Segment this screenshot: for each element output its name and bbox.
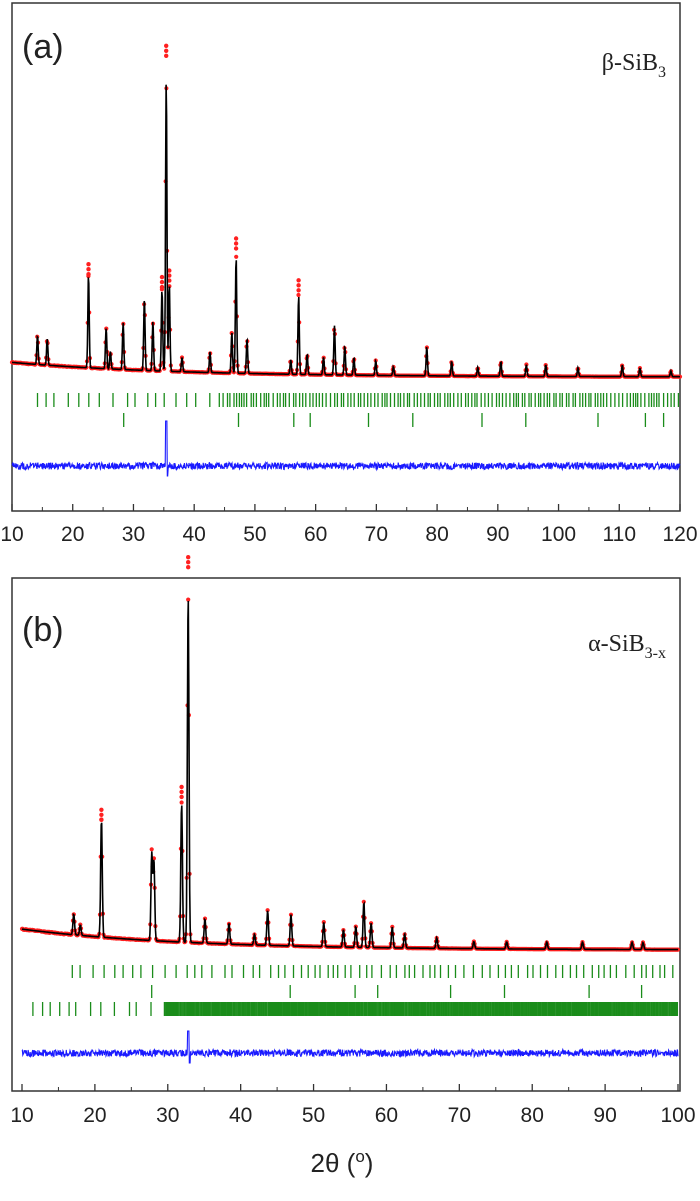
panel-a-reflection-markers	[36, 393, 680, 427]
observed-point	[186, 560, 191, 565]
observed-point	[159, 274, 165, 280]
observed-point	[164, 53, 169, 58]
observed-point	[390, 924, 395, 929]
observed-point	[233, 246, 239, 251]
panel-a-difference-line	[11, 420, 681, 477]
observed-point	[179, 800, 184, 805]
x-tick-label: 40	[229, 1104, 252, 1127]
observed-point	[186, 597, 191, 602]
observed-point	[159, 279, 165, 285]
observed-point	[99, 812, 104, 817]
panel-b-x-axis: 10 20 30 40 50 60 70 80 90 100	[10, 1084, 696, 1127]
observed-point	[86, 262, 91, 267]
panel-b: (b) α-SiB3-x 10 20 30 40 50 60 70 80 90 100	[10, 555, 696, 1127]
observed-point	[149, 847, 154, 852]
x-tick-label: 40	[183, 523, 206, 546]
observed-point	[233, 236, 239, 241]
panel-a-observed-points	[9, 43, 683, 379]
panel-b-calculated-line	[21, 600, 678, 951]
observed-point	[186, 555, 191, 560]
x-tick-label: 20	[61, 523, 84, 546]
observed-point	[179, 784, 184, 790]
panel-b-observed-points	[19, 555, 681, 952]
x-tick-label: 90	[486, 523, 509, 546]
x-tick-label: 70	[365, 523, 388, 546]
observed-point	[99, 807, 104, 812]
observed-point	[186, 565, 191, 570]
observed-point	[296, 292, 301, 298]
x-tick-label: 110	[603, 523, 636, 546]
observed-point	[321, 920, 326, 925]
x-axis-title: 2θ (o)	[311, 1147, 374, 1178]
panel-a-phase: β-SiB	[602, 50, 658, 76]
panel-a-phase-sub: 3	[658, 64, 666, 81]
x-tick-label: 80	[425, 523, 448, 546]
observed-point	[99, 817, 104, 822]
x-tick-label: 50	[302, 1104, 325, 1127]
x-tick-label: 100	[541, 523, 576, 546]
x-tick-label: 70	[448, 1104, 471, 1127]
panel-a-x-axis: 10 20 30 40 50 60 70 80 90 100 110 120	[0, 504, 698, 546]
observed-point	[296, 288, 301, 293]
x-tick-label: 60	[375, 1104, 398, 1127]
panel-b-difference-line	[21, 1030, 679, 1064]
panel-a-frame	[11, 2, 681, 512]
observed-point	[296, 283, 301, 288]
observed-point	[296, 278, 301, 283]
panel-b-phase-sub: 3-x	[645, 645, 666, 662]
observed-point	[167, 284, 172, 289]
panel-b-phase: α-SiB	[588, 631, 645, 657]
x-tick-label: 120	[662, 523, 697, 546]
x-tick-label: 10	[10, 1104, 33, 1127]
observed-point	[265, 908, 270, 913]
x-tick-label: 100	[660, 1104, 695, 1127]
observed-point	[86, 272, 91, 277]
x-tick-label: 30	[156, 1104, 179, 1127]
observed-point	[167, 278, 172, 283]
x-tick-label: 30	[122, 523, 145, 546]
panel-b-label: (b)	[22, 611, 64, 649]
observed-point	[167, 273, 172, 278]
observed-point	[164, 48, 169, 53]
x-tick-label: 80	[521, 1104, 544, 1127]
observed-point	[234, 254, 239, 259]
panel-a-label: (a)	[22, 28, 64, 66]
panel-b-phase-label: α-SiB3-x	[588, 631, 666, 662]
observed-point	[179, 789, 184, 795]
observed-point	[233, 241, 239, 246]
observed-point	[86, 267, 91, 272]
observed-point	[179, 794, 184, 800]
panel-a: (a) β-SiB3 10 20 30 40 50 60 70 80 90 100 110 120	[0, 2, 698, 546]
panel-a-phase-label: β-SiB3	[602, 50, 666, 81]
x-tick-label: 50	[243, 523, 266, 546]
x-tick-label: 60	[304, 523, 327, 546]
observed-point	[167, 268, 172, 273]
observed-point	[164, 43, 169, 48]
panel-b-reflection-markers	[32, 965, 679, 1016]
x-axis-title-degree: o	[355, 1147, 364, 1166]
panel-a-calculated-line	[12, 84, 680, 378]
x-tick-label: 10	[0, 523, 23, 546]
panel-b-frame	[11, 577, 681, 1092]
observed-point	[159, 284, 165, 290]
x-axis-title-close: )	[365, 1148, 374, 1178]
x-tick-label: 90	[593, 1104, 616, 1127]
x-tick-label: 20	[83, 1104, 106, 1127]
